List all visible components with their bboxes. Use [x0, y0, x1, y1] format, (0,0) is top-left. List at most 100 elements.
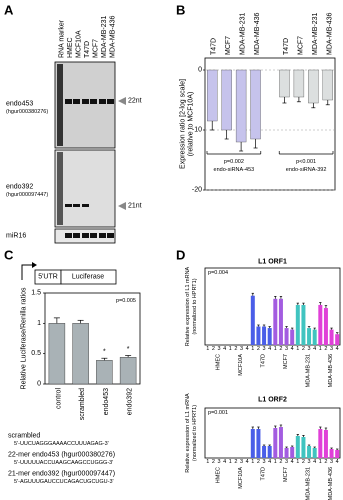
x-tick-label: MDA-MB-436 — [254, 12, 261, 55]
sequence: 5'-UUUUUACCUAAGCAAGCCUGGG-3' — [14, 460, 113, 466]
plot-frame — [204, 407, 341, 459]
panel-label: A — [4, 3, 14, 18]
x-subcategory-label: 4 — [246, 346, 249, 352]
lane-label: T47D — [84, 41, 91, 58]
bar — [221, 69, 232, 131]
y-tick-label: 0.5 — [31, 350, 41, 357]
x-subcategory-label: 3 — [240, 346, 243, 352]
group-label: endo-siRNA-392 — [286, 167, 327, 173]
bar — [301, 304, 306, 345]
lane-label: MCF7 — [93, 39, 100, 58]
x-tick-label: T47D — [260, 467, 266, 480]
bar — [323, 308, 328, 345]
chart-title: L1 ORF2 — [258, 397, 287, 404]
x-subcategory-label: 2 — [257, 346, 260, 352]
bar — [301, 437, 306, 458]
bar — [273, 428, 278, 458]
y-tick-label: 1 — [37, 320, 41, 327]
x-tick-label: MDA-MB-231 — [312, 12, 319, 55]
bar — [284, 328, 289, 345]
lane-label: MDA-MB-231 — [101, 15, 108, 58]
p-value: p=0.004 — [208, 270, 228, 276]
significance-mark: * — [127, 346, 130, 353]
probe-id: (hgur000097447) — [6, 192, 48, 198]
x-subcategory-label: 4 — [313, 346, 316, 352]
x-subcategory-label: 1 — [296, 346, 299, 352]
gene-label: Luciferase — [72, 274, 104, 281]
x-tick-label: T47D — [283, 38, 290, 55]
x-tick-label: MDA-MB-436 — [328, 467, 334, 500]
probe-name: endo392 — [6, 184, 33, 191]
y-axis-label: Expression ratio [2-log scale] — [180, 79, 187, 169]
x-tick-label: MDA-MB-231 — [240, 12, 247, 55]
bar — [267, 328, 272, 345]
x-subcategory-label: 2 — [257, 459, 260, 465]
x-tick-label: HMEC — [215, 354, 221, 370]
x-tick-label: MDA-MB-231 — [305, 467, 311, 500]
x-subcategory-label: 4 — [313, 459, 316, 465]
x-tick-label: MDA-MB-231 — [305, 354, 311, 387]
size-marker: 22nt — [128, 98, 142, 105]
lane-label: HMEC — [67, 37, 74, 58]
bar — [318, 304, 323, 345]
x-subcategory-label: 4 — [246, 459, 249, 465]
bar — [235, 69, 247, 143]
bar — [308, 69, 319, 104]
x-subcategory-label: 4 — [268, 459, 271, 465]
x-subcategory-label: 2 — [302, 346, 305, 352]
panel-label: B — [176, 3, 185, 18]
promoter-arrow — [21, 264, 32, 280]
x-subcategory-label: 2 — [234, 459, 237, 465]
probe-name: endo453 — [6, 101, 33, 108]
x-tick-label: MCF7 — [283, 354, 289, 369]
x-tick-label: HMEC — [215, 467, 221, 483]
x-tick-label: scrambled — [79, 388, 86, 420]
x-subcategory-label: 3 — [330, 459, 333, 465]
x-subcategory-label: 3 — [285, 346, 288, 352]
x-subcategory-label: 3 — [240, 459, 243, 465]
x-subcategory-label: 3 — [308, 346, 311, 352]
x-subcategory-label: 3 — [218, 346, 221, 352]
marker-arrow — [118, 97, 126, 105]
x-subcategory-label: 1 — [229, 459, 232, 465]
x-subcategory-label: 1 — [319, 346, 322, 352]
x-tick-label: MDA-MB-436 — [326, 12, 333, 55]
y-tick-label: 1.5 — [31, 290, 41, 297]
bar — [290, 447, 295, 458]
bar — [278, 298, 283, 345]
y-axis-label: (normalized to HPRT1) — [192, 278, 198, 334]
x-subcategory-label: 3 — [330, 346, 333, 352]
sequence-label: 21-mer endo392 (hgur000097447) — [8, 471, 115, 478]
x-subcategory-label: 2 — [234, 346, 237, 352]
x-subcategory-label: 4 — [291, 459, 294, 465]
bar — [273, 298, 278, 345]
plot-frame — [44, 292, 141, 385]
sequence: 5'-AGUUUGAUCCUCAGACUGCUGU-3' — [14, 479, 114, 485]
x-subcategory-label: 2 — [279, 346, 282, 352]
sequence: 5'-UUCUAGGGAAAACCUUUAGAG-3' — [14, 441, 109, 447]
plot-frame — [204, 267, 341, 346]
x-subcategory-label: 3 — [263, 346, 266, 352]
bar — [72, 323, 89, 385]
bar — [207, 69, 218, 122]
blot-frame — [54, 61, 116, 149]
x-tick-label: MCF7 — [297, 36, 304, 55]
y-axis-label: Relative expression of L1 mRNA — [185, 393, 191, 473]
x-subcategory-label: 4 — [223, 459, 226, 465]
bar — [250, 69, 261, 140]
y-axis-label: Relative expression of L1 mRNA — [185, 266, 191, 346]
x-subcategory-label: 1 — [206, 346, 209, 352]
x-subcategory-label: 2 — [324, 346, 327, 352]
bar — [284, 448, 289, 458]
bar — [48, 323, 66, 385]
control-name: miR16 — [6, 233, 26, 240]
x-tick-label: T47D — [211, 38, 218, 55]
x-tick-label: MCF10A — [238, 354, 244, 376]
bar — [322, 69, 333, 101]
y-tick-label: 0 — [198, 67, 202, 74]
bar — [279, 69, 290, 98]
x-subcategory-label: 2 — [324, 459, 327, 465]
bar — [329, 449, 334, 458]
x-subcategory-label: 1 — [229, 346, 232, 352]
bar — [295, 304, 300, 345]
